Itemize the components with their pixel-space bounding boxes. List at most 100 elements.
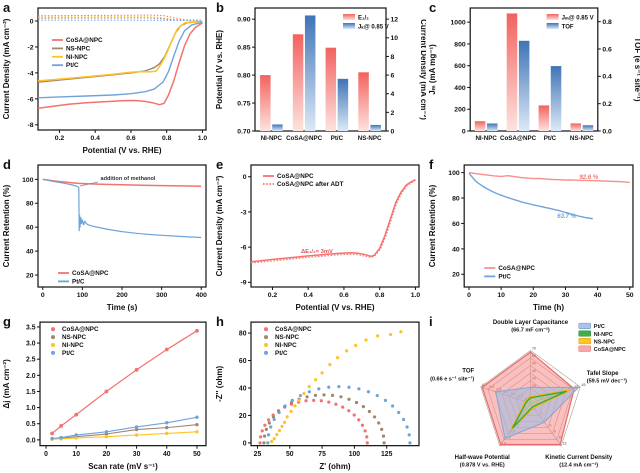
y-tick-label: 60 (452, 221, 460, 228)
y-tick-label: 3.0 (26, 340, 36, 347)
panel-letter-h: h (216, 314, 224, 329)
x-tick-label: 0.2 (268, 292, 278, 299)
point-CoSA@NPC (258, 441, 262, 445)
x-tick-label: 0.6 (339, 292, 349, 299)
point-Pt/C (401, 417, 406, 422)
legend-label: NI-NPC (62, 342, 84, 349)
y-tick-label: 800 (454, 41, 466, 48)
x-tick-label: 20 (103, 451, 111, 458)
panel-letter-g: g (3, 314, 11, 329)
legend-marker (264, 342, 268, 348)
category-label: Pt/C (544, 135, 557, 142)
point-Pt/C (366, 390, 371, 394)
y-tick-label: 20 (239, 413, 247, 420)
y-axis-label: -Z'' (ohm) (215, 365, 224, 402)
y-tick-label: 2.5 (26, 357, 36, 364)
point-CoSA@NPC (260, 429, 264, 433)
x-tick-label: 30 (562, 292, 570, 299)
series-CoSA@NPC (42, 178, 202, 188)
y-tick-label: 0.85 (237, 45, 250, 52)
y-tick-label: -8 (27, 122, 33, 129)
point-NI-NPC (364, 338, 368, 342)
x-tick-label: 0.8 (162, 135, 172, 142)
legend-swatch (578, 322, 592, 329)
series-CoSA@NPC (468, 171, 630, 184)
category-label: NS-NPC (570, 135, 594, 142)
x-tick-label: 400 (196, 292, 208, 299)
plot-frame (463, 164, 634, 288)
point-NS-NPC (262, 441, 266, 445)
point-NI-NPC (376, 334, 380, 338)
point-CoSA@NPC (347, 409, 351, 413)
y-tick-label: 0.5 (26, 421, 36, 428)
r-axis-label: TOF (e s⁻¹ site⁻¹) (633, 37, 640, 101)
x-tick-label: 0.2 (55, 135, 65, 142)
point-CoSA@NPC (327, 400, 331, 404)
r-tick-label: 12 (391, 17, 399, 24)
point-NI-NPC (283, 420, 287, 424)
y-tick-label: -9 (240, 280, 246, 287)
point-CoSA@NPC (363, 429, 367, 433)
bar-TOF-Pt/C (550, 66, 562, 131)
point-NS-NPC (267, 421, 271, 425)
series-NI-NPC-ring (37, 16, 203, 22)
point-CoSA@NPC (266, 418, 271, 422)
radar-axis-value: (59.5 mV dec⁻¹) (587, 377, 627, 384)
legend-label: NI-NPC (66, 54, 88, 61)
legend-label: NI-NPC (275, 342, 297, 349)
legend-marker (51, 342, 55, 348)
point-CoSA@NPC (360, 423, 365, 427)
r-tick-label: 0.2 (602, 101, 612, 108)
point-Pt/C (375, 393, 379, 398)
point-NS-NPC (367, 409, 372, 414)
x-tick-label: 50 (286, 451, 294, 458)
y-tick-label: 40 (26, 249, 34, 256)
point-NS-NPC (322, 393, 326, 397)
y-tick-label: 100 (448, 170, 460, 177)
series-Pt/C (42, 178, 202, 239)
y-tick-label: 1.0 (26, 405, 36, 412)
point-Pt/C (390, 404, 395, 408)
point-Pt/C (165, 421, 169, 425)
point-CoSA@NPC (357, 418, 361, 422)
x-tick-label: 0.8 (375, 292, 385, 299)
legend-swatch (578, 345, 592, 352)
radar-axis-name: Kinetic Current Density (545, 455, 613, 461)
category-label: CoSA@NPC (286, 135, 322, 142)
y-axis-label: Jₘ (mA mg⁻¹) (428, 44, 437, 95)
point-Pt/C (74, 433, 78, 437)
point-CoSA@NPC (74, 412, 79, 417)
r-tick-label: 6 (391, 72, 395, 79)
legend-label: CoSA@NPC (66, 37, 103, 44)
lsv-chart: 0.2 0.4 0.6 0.8 1.0 0 -2 -4 -6 -8 Potential (V vs.… (2, 7, 208, 155)
x-tick-label: 200 (116, 292, 128, 299)
point-NS-NPC (313, 393, 318, 397)
legend-label: Pt/C (275, 350, 288, 357)
point-CoSA@NPC (263, 423, 267, 427)
legend-marker (51, 327, 55, 332)
point-NS-NPC (380, 427, 384, 431)
y-axis-label: Potential (V vs. RHE) (215, 30, 224, 109)
point-CoSA@NPC (341, 405, 345, 409)
radar-tick-label: 60 (582, 383, 586, 387)
plot-frame (39, 321, 207, 447)
series-CoSA@NPC-ring (37, 14, 203, 21)
point-NI-NPC (289, 409, 293, 413)
bar-Jₖ@ 0.85 V-NS-NPC (370, 124, 381, 131)
point-Pt/C (307, 390, 311, 394)
series-Pt/C-ring (38, 19, 203, 22)
y-axis-label: Current Retention (%) (2, 184, 11, 267)
x-tick-label: 1.0 (198, 135, 208, 142)
legend-label: NS-NPC (275, 334, 300, 341)
point-Pt/C (408, 441, 412, 445)
r-axis-label: Current Density (mA cm⁻²) (419, 19, 426, 120)
x-tick-label: 0.4 (303, 292, 313, 299)
legend-swatch (343, 23, 355, 29)
point-NI-NPC (277, 428, 282, 433)
legend-label: CoSA@NPC (72, 270, 109, 277)
series-NS-NPC-ring (37, 17, 203, 22)
point-CoSA@NPC (164, 347, 169, 352)
y-tick-label: 0 (243, 174, 247, 181)
legend-label: Pt/C (594, 324, 605, 330)
